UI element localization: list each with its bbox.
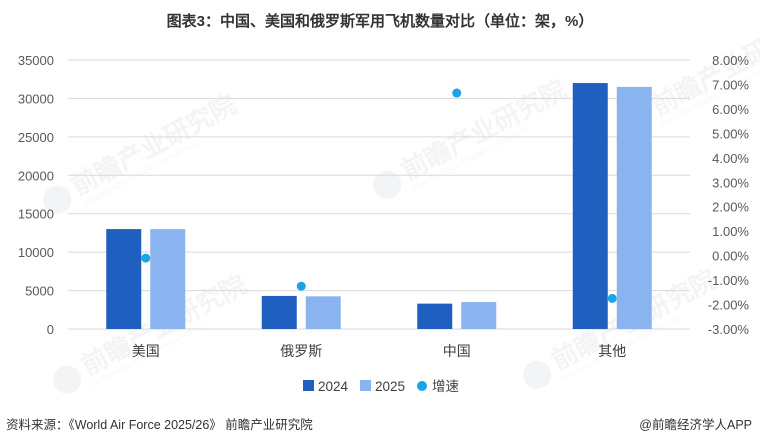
chart-title: 图表3：中国、美国和俄罗斯军用飞机数量对比（单位：架，%）: [166, 13, 594, 30]
bar-2024-美国: [106, 229, 142, 329]
watermark-text: 前瞻产业研究院: [396, 74, 571, 186]
growth-point-美国: [141, 253, 151, 263]
right-tick-label: 5.00%: [712, 126, 749, 141]
right-tick-label: 6.00%: [712, 102, 749, 117]
bar-2024-其他: [572, 83, 608, 329]
watermark-logo: [523, 360, 552, 389]
left-tick-label: 35000: [18, 53, 54, 68]
left-tick-label: 25000: [18, 130, 54, 145]
bar-2025-其他: [616, 86, 652, 330]
left-tick-label: 5000: [25, 284, 54, 299]
right-tick-label: 4.00%: [712, 151, 749, 166]
bar-2025-美国: [150, 229, 186, 329]
legend-swatch-2025: [360, 380, 371, 391]
growth-point-中国: [452, 88, 462, 98]
left-tick-label: 0: [47, 322, 54, 337]
legend-label: 2024: [318, 379, 349, 394]
right-tick-label: 7.00%: [712, 77, 749, 92]
bar-2024-俄罗斯: [261, 295, 297, 329]
right-tick-label: 3.00%: [712, 175, 749, 190]
legend-swatch-增速: [417, 381, 427, 391]
legend-swatch-2024: [303, 380, 314, 391]
legend-label: 2025: [375, 379, 405, 394]
watermark-text: 前瞻产业研究院: [66, 89, 241, 201]
watermark-logo: [373, 170, 402, 199]
bar-2025-中国: [461, 302, 497, 329]
category-label: 俄罗斯: [280, 343, 322, 359]
watermark-logo: [53, 365, 82, 394]
growth-points: [141, 88, 617, 303]
category-axis: 美国 俄罗斯 中国 其他: [132, 343, 627, 359]
right-tick-label: -1.00%: [708, 273, 750, 288]
watermark-logo: [43, 185, 72, 214]
left-tick-label: 15000: [18, 207, 54, 222]
right-tick-label: 2.00%: [712, 200, 749, 215]
bar-series: [106, 83, 652, 330]
category-label: 美国: [132, 343, 160, 359]
legend-label: 增速: [432, 379, 459, 394]
source-note: 资料来源：《World Air Force 2025/26》 前瞻产业研究院: [6, 418, 313, 432]
right-tick-label: 0.00%: [712, 249, 749, 264]
right-tick-label: -2.00%: [708, 298, 750, 313]
growth-point-俄罗斯: [296, 281, 306, 291]
growth-point-其他: [607, 293, 617, 303]
right-tick-label: 1.00%: [712, 224, 749, 239]
right-tick-label: -3.00%: [708, 322, 750, 337]
left-axis: 35000 30000 25000 20000 15000 10000 5000 0: [18, 53, 54, 337]
category-label: 中国: [443, 343, 471, 359]
right-axis: 8.00% 7.00% 6.00% 5.00% 4.00% 3.00% 2.00% 1.00%…: [708, 53, 750, 337]
left-tick-label: 20000: [18, 168, 54, 183]
category-label: 其他: [598, 343, 626, 359]
left-tick-label: 30000: [18, 91, 54, 106]
left-tick-label: 10000: [18, 245, 54, 260]
bar-2024-中国: [417, 303, 453, 329]
right-tick-label: 8.00%: [712, 53, 749, 68]
legend: 2024 2025 增速: [303, 379, 459, 394]
bar-2025-俄罗斯: [305, 296, 341, 329]
brand-credit: @前瞻经济学人APP: [639, 418, 752, 432]
